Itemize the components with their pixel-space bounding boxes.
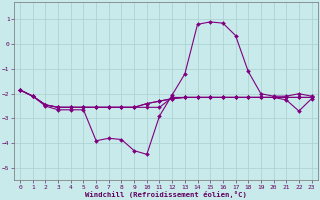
- X-axis label: Windchill (Refroidissement éolien,°C): Windchill (Refroidissement éolien,°C): [85, 191, 247, 198]
